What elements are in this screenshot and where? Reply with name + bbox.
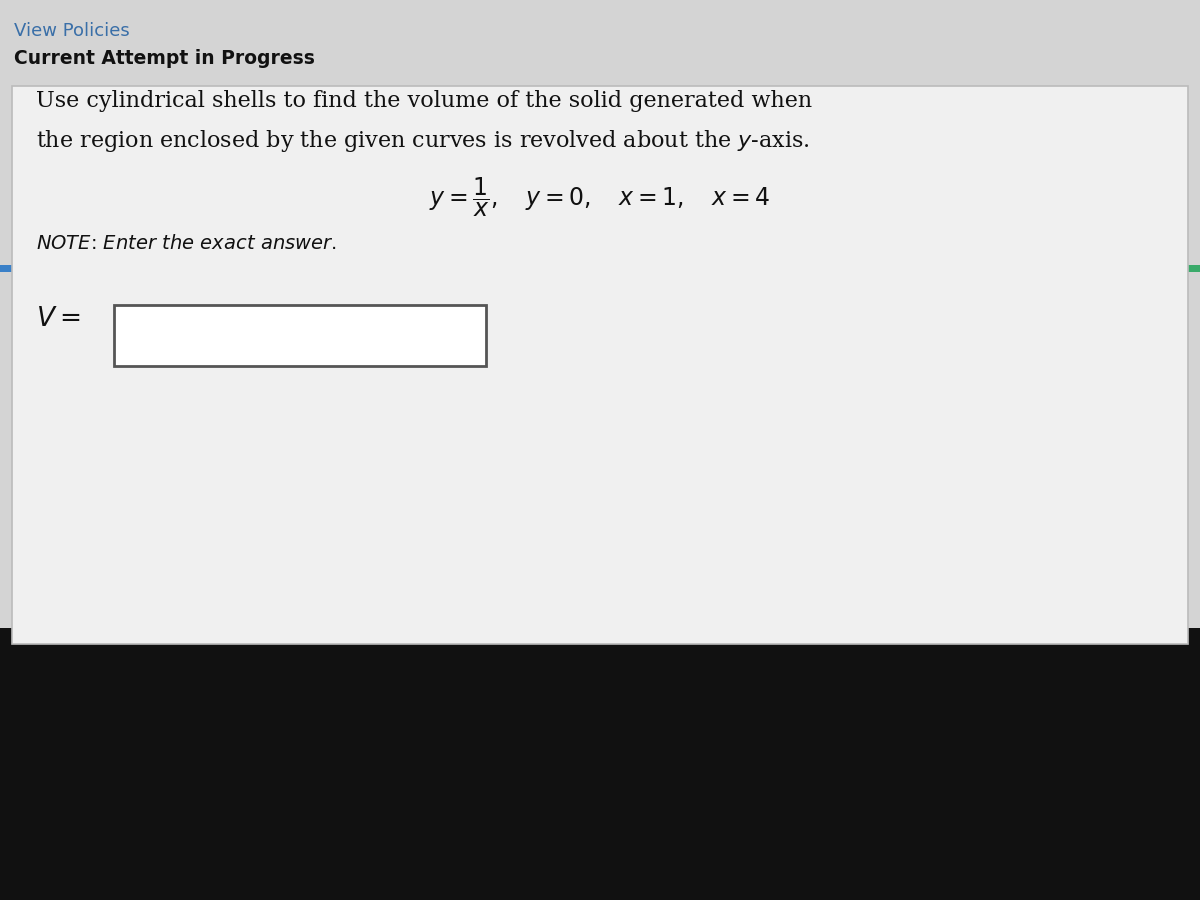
Text: View Policies: View Policies: [14, 22, 130, 40]
FancyBboxPatch shape: [114, 305, 486, 366]
Text: $y = \dfrac{1}{x},\quad y = 0,\quad x = 1,\quad x = 4$: $y = \dfrac{1}{x},\quad y = 0,\quad x = …: [430, 176, 770, 219]
Text: Use cylindrical shells to find the volume of the solid generated when: Use cylindrical shells to find the volum…: [36, 90, 812, 112]
Text: the region enclosed by the given curves is revolved about the $y$-axis.: the region enclosed by the given curves …: [36, 128, 810, 154]
FancyBboxPatch shape: [12, 86, 1188, 644]
Bar: [0, 265, 168, 272]
Text: $V =$: $V =$: [36, 306, 80, 332]
Bar: [168, 265, 1200, 272]
Bar: [0, 628, 1200, 900]
Text: $\mathit{NOTE}$: $\mathit{Enter\ the\ exact\ answer.}$: $\mathit{NOTE}$: $\mathit{Enter\ the\ ex…: [36, 234, 337, 253]
Text: Current Attempt in Progress: Current Attempt in Progress: [14, 50, 316, 68]
